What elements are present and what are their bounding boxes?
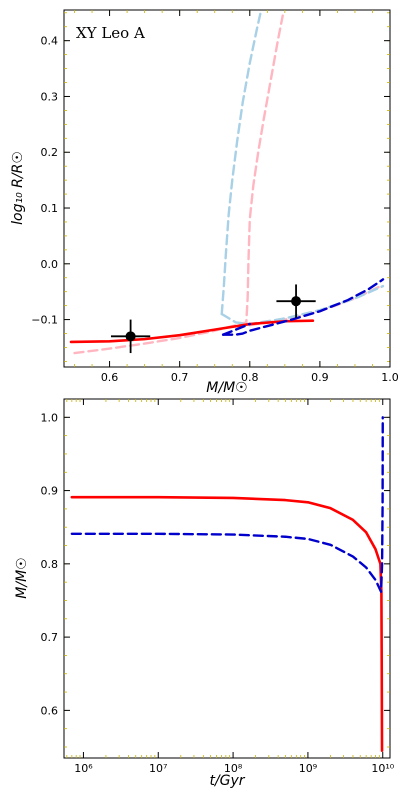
mass-time-x-axis-label: t/Gyr (209, 773, 245, 789)
mass-time-series-line-1 (70, 416, 384, 593)
radius-mass-data-points (110, 284, 316, 354)
radius-mass-x-tick-label: 1.0 (381, 371, 399, 384)
radius-mass-x-tick-label: 0.6 (101, 371, 119, 384)
radius-mass-y-tick-label: 0.3 (41, 90, 59, 103)
radius-mass-ticks: 0.6 0.7 0.8 0.9 1.0 0.4 0.3 0.2 0.1 0.0 −0.1 (31, 10, 399, 384)
radius-mass-y-tick-label: −0.1 (31, 314, 58, 327)
radius-mass-series-line-0 (73, 14, 284, 355)
mass-time-ticks: 10⁶ 10⁷ 10⁸ 10⁹ 10¹⁰ 1.0 0.9 0.8 0.7 0.6 (41, 399, 395, 775)
radius-mass-y-axis-label: log₁₀ R/R☉ (10, 151, 26, 225)
mass-time-y-tick-label: 0.8 (41, 558, 59, 571)
radius-mass-series-line-6 (221, 322, 251, 336)
mass-time-y-tick-label: 0.9 (41, 485, 59, 498)
radius-mass-y-tick-label: 0.0 (41, 258, 59, 271)
mass-time-x-tick-label: 10⁶ (74, 762, 93, 775)
mass-time-x-tick-label: 10¹⁰ (371, 762, 394, 775)
radius-mass-x-axis-label: M/M☉ (206, 380, 247, 396)
radius-mass-series-line-3 (220, 284, 385, 326)
mass-time-x-tick-label: 10⁸ (224, 762, 243, 775)
radius-mass-series (69, 12, 385, 355)
radius-mass-y-tick-label: 0.2 (41, 146, 59, 159)
radius-mass-series-line-5 (221, 278, 385, 336)
mass-time-series-line-0 (70, 495, 384, 752)
mass-time-x-tick-label: 10⁹ (299, 762, 317, 775)
data-point-0 (125, 331, 136, 342)
radius-mass-y-tick-label: 0.1 (41, 202, 59, 215)
radius-mass-y-tick-label: 0.4 (41, 35, 59, 48)
radius-mass-series-line-2 (220, 12, 262, 316)
mass-time-x-tick-label: 10⁷ (149, 762, 167, 775)
mass-time-panel: 10⁶ 10⁷ 10⁸ 10⁹ 10¹⁰ 1.0 0.9 0.8 0.7 0.6 t/Gyr M/… (14, 398, 395, 789)
chart-title: XY Leo A (76, 24, 145, 42)
mass-time-series (70, 416, 384, 752)
mass-time-y-tick-label: 1.0 (41, 411, 59, 424)
data-point-1 (291, 296, 302, 307)
radius-mass-x-tick-label: 0.7 (171, 371, 189, 384)
mass-time-plot-frame (63, 398, 391, 759)
radius-mass-plot-frame (63, 9, 391, 368)
radius-mass-panel: 0.6 0.7 0.8 0.9 1.0 0.4 0.3 0.2 0.1 0.0 −0.1 XY Le… (10, 9, 399, 396)
radius-mass-series-line-4 (69, 319, 315, 344)
mass-time-y-axis-label: M/M☉ (14, 557, 30, 598)
mass-time-y-tick-label: 0.6 (41, 704, 59, 717)
mass-time-y-tick-label: 0.7 (41, 631, 59, 644)
radius-mass-x-tick-label: 0.8 (241, 371, 259, 384)
radius-mass-x-tick-label: 0.9 (311, 371, 329, 384)
